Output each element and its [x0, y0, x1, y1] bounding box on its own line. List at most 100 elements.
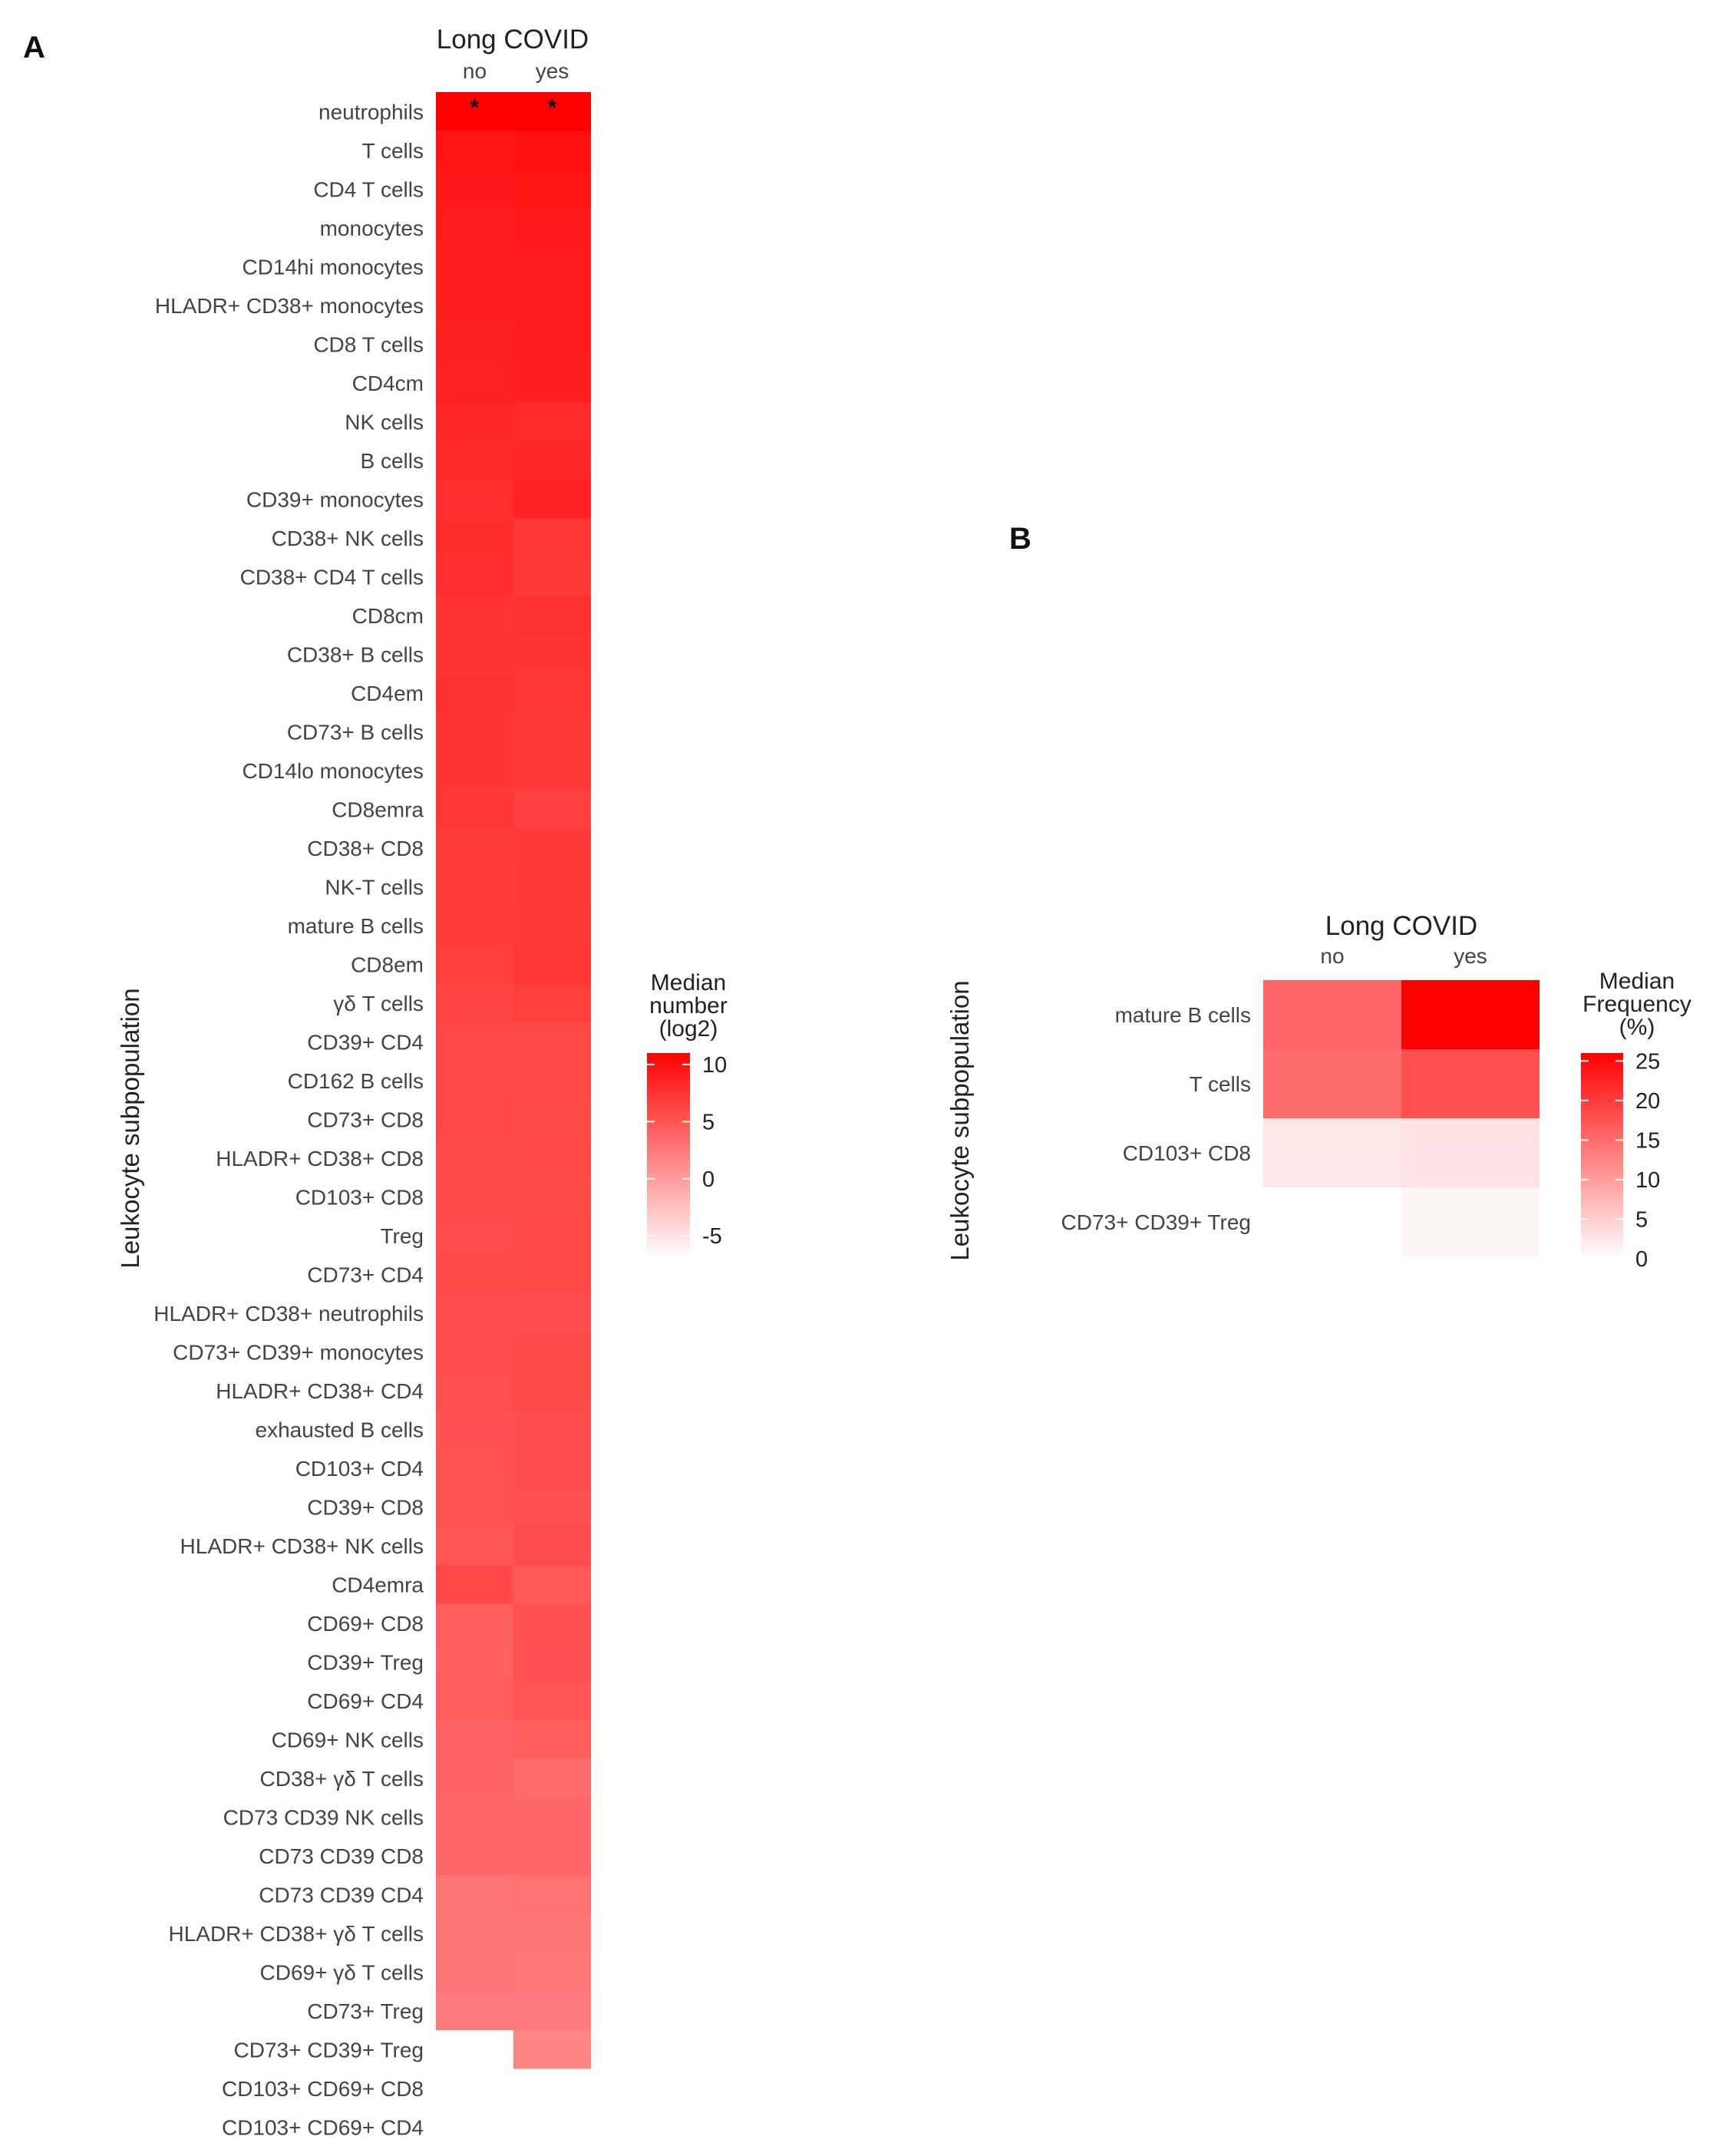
- heatmap-cell: [513, 130, 591, 170]
- heatmap-cell: [436, 1410, 513, 1449]
- heatmap-cell: [513, 1913, 591, 1953]
- panel-b-group-title: Long COVID: [1325, 911, 1477, 941]
- row-label: CD38+ NK cells: [272, 527, 424, 550]
- panel-b-legend-title-line-3: (%): [1619, 1015, 1655, 1040]
- heatmap-cell: [436, 130, 513, 170]
- legend-tick-label: 0: [1635, 1247, 1648, 1272]
- row-label: CD14lo monocytes: [242, 759, 424, 783]
- row-label: CD38+ γδ T cells: [260, 1767, 424, 1791]
- panel-b-legend-colorbar: [1581, 1053, 1623, 1259]
- heatmap-cell: [436, 1371, 513, 1410]
- heatmap-cell: [436, 1798, 513, 1837]
- row-label: CD73+ CD4: [307, 1263, 424, 1286]
- row-label: HLADR+ CD38+ monocytes: [155, 294, 424, 318]
- significance-marker: *: [470, 95, 480, 121]
- row-label: HLADR+ CD38+ NK cells: [180, 1534, 424, 1558]
- heatmap-cell: [436, 441, 513, 480]
- row-label: CD38+ CD4 T cells: [240, 565, 424, 589]
- row-label: CD4 T cells: [313, 177, 424, 201]
- heatmap-cell: [436, 1487, 513, 1527]
- heatmap-cell: [513, 1448, 591, 1487]
- row-label: NK cells: [345, 410, 424, 434]
- column-label-yes: yes: [1454, 944, 1487, 968]
- row-label: CD69+ NK cells: [272, 1728, 424, 1752]
- heatmap-cell: [513, 1720, 591, 1759]
- heatmap-cell: [436, 1643, 513, 1682]
- row-label: T cells: [362, 139, 424, 163]
- panel-a-legend-ticks: 10 5 0 -5: [647, 1053, 727, 1249]
- row-label: CD73 CD39 CD8: [259, 1844, 424, 1868]
- heatmap-cell: [1263, 980, 1401, 1049]
- heatmap-cell: [436, 1448, 513, 1487]
- row-label: CD39+ monocytes: [246, 487, 424, 511]
- row-label: CD8cm: [352, 604, 424, 628]
- heatmap-cell: [436, 1991, 513, 2030]
- heatmap-cell: [513, 596, 591, 635]
- panel-b-cells: [1263, 980, 1540, 1256]
- heatmap-cell: [436, 945, 513, 984]
- row-label: HLADR+ CD38+ γδ T cells: [168, 1922, 424, 1946]
- panel-a-significance: * *: [470, 95, 557, 121]
- heatmap-cell: [1401, 1187, 1540, 1256]
- heatmap-cell: [513, 286, 591, 325]
- heatmap-cell: [436, 1758, 513, 1798]
- heatmap-cell: [513, 1603, 591, 1643]
- heatmap-cell: [513, 1836, 591, 1875]
- heatmap-cell: [513, 363, 591, 402]
- row-label: NK-T cells: [325, 875, 424, 899]
- row-label: Treg: [380, 1224, 424, 1248]
- row-label: CD39+ CD4: [307, 1030, 424, 1054]
- panel-b-legend-ticks: 25 20 15 10 5 0: [1581, 1049, 1660, 1272]
- row-label: CD103+ CD4: [295, 1457, 424, 1481]
- heatmap-cell: [436, 635, 513, 674]
- heatmap-cell: [513, 1410, 591, 1449]
- panel-b-letter: B: [1009, 522, 1031, 556]
- heatmap-cell: [436, 1565, 513, 1604]
- heatmap-cell: [436, 712, 513, 751]
- panel-b-y-axis-label: Leukocyte subpopulation: [946, 980, 974, 1260]
- heatmap-cell: [436, 1836, 513, 1875]
- heatmap-cell: [513, 1371, 591, 1410]
- heatmap-cell: [513, 208, 591, 247]
- heatmap-cell: [513, 325, 591, 364]
- heatmap-cell: [436, 906, 513, 945]
- heatmap-cell: [513, 247, 591, 286]
- heatmap-cell: [1401, 1118, 1540, 1187]
- row-label: CD38+ B cells: [287, 642, 424, 666]
- column-label-no: no: [463, 59, 487, 83]
- heatmap-cell: [513, 751, 591, 790]
- panel-b-row-labels: mature B cells T cells CD103+ CD8 CD73+ CD3…: [1061, 1003, 1251, 1234]
- row-label: HLADR+ CD38+ CD8: [216, 1147, 424, 1170]
- heatmap-cell: [436, 1332, 513, 1372]
- legend-tick-label: 25: [1635, 1049, 1660, 1074]
- row-label: CD39+ CD8: [307, 1495, 424, 1519]
- heatmap-cell: [513, 1643, 591, 1682]
- panel-a-legend-colorbar: [647, 1053, 690, 1259]
- row-label: CD69+ CD4: [307, 1689, 424, 1713]
- row-label: monocytes: [320, 216, 424, 240]
- heatmap-cell: [436, 92, 513, 131]
- row-label: CD73+ CD8: [307, 1108, 424, 1131]
- heatmap-cell: [1401, 1049, 1540, 1118]
- heatmap-cell: [513, 790, 591, 829]
- heatmap-cell: [513, 480, 591, 519]
- row-label: CD73+ CD39+ monocytes: [173, 1340, 424, 1364]
- heatmap-cell: [513, 1758, 591, 1798]
- panel-a-column-labels: no yes: [463, 59, 569, 83]
- panel-a-row-labels: neutrophils T cells CD4 T cells monocytes CD…: [153, 100, 424, 2139]
- heatmap-cell: [436, 673, 513, 712]
- row-label: CD103+ CD8: [295, 1185, 424, 1209]
- legend-tick-label: -5: [702, 1224, 722, 1249]
- legend-tick-label: 5: [1635, 1207, 1648, 1232]
- heatmap-cell: [436, 518, 513, 557]
- heatmap-cell: [513, 92, 591, 131]
- heatmap-cell: [513, 1100, 591, 1139]
- panel-a-legend: Median number (log2) 10 5 0 -5: [647, 970, 728, 1259]
- row-label: CD103+ CD8: [1123, 1141, 1251, 1165]
- heatmap-cell: [436, 1138, 513, 1177]
- column-label-no: no: [1320, 944, 1344, 968]
- row-label: mature B cells: [288, 914, 424, 938]
- panel-a-y-axis-label: Leukocyte subpopulation: [116, 988, 144, 1268]
